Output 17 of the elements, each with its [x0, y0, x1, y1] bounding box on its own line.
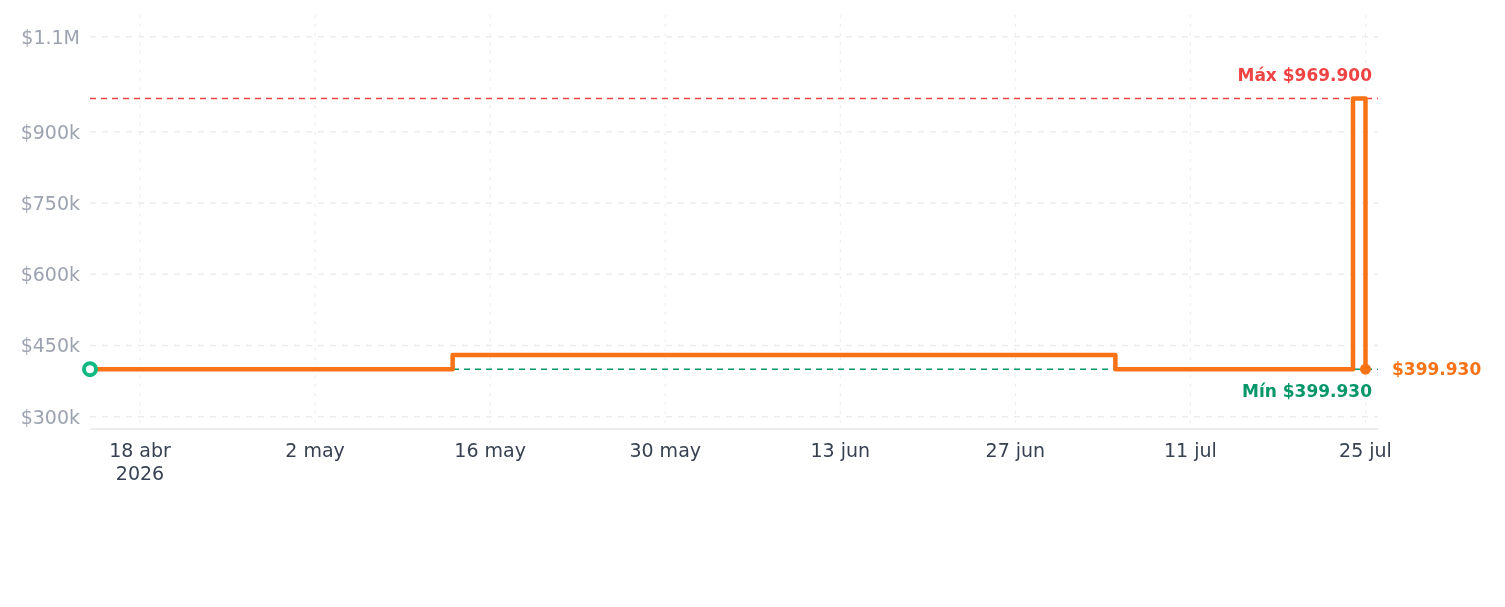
x-tick-label: 25 jul	[1339, 439, 1392, 461]
annotation: $399.930	[1392, 359, 1482, 380]
y-tick-label: $900k	[20, 120, 80, 143]
ref-line-label: Mín $399.930	[1241, 381, 1373, 402]
y-tick-label: $750k	[20, 192, 80, 215]
x-tick-label: 2 may	[285, 439, 345, 461]
x-tick-label: 27 jun	[985, 439, 1046, 461]
y-tick-label: $450k	[20, 334, 80, 357]
x-tick-label: 30 may	[629, 439, 702, 461]
x-tick-label: 13 jun	[810, 439, 871, 461]
y-tick-label: $300k	[20, 405, 80, 428]
x-tick-label: 18 abr 2026	[109, 439, 172, 484]
ref-line-label: Máx $969.900	[1237, 64, 1373, 85]
y-tick-label: $1.1M	[21, 25, 80, 48]
x-tick-label: 16 may	[454, 439, 526, 461]
y-tick-label: $600k	[20, 263, 80, 286]
x-tick-label: 11 jul	[1164, 439, 1217, 461]
